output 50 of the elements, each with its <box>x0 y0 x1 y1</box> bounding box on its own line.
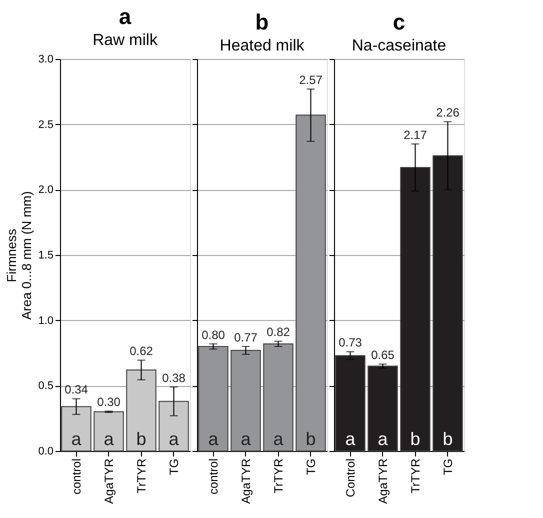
chart-subtitle: Heated milk <box>220 38 306 54</box>
x-tick-label: TrTYR <box>271 458 286 494</box>
annotation: a <box>168 429 180 449</box>
x-tick-label: AgaTYR <box>376 458 390 504</box>
annotation: b <box>306 429 316 449</box>
y-tick-label: 1.5 <box>38 250 54 262</box>
data-label: 0.34 <box>64 382 88 397</box>
x-tick-label: TG <box>304 458 318 476</box>
chart-subtitle: Raw milk <box>92 32 158 49</box>
chart-title: b <box>255 10 269 34</box>
data-label: 0.65 <box>371 348 395 362</box>
data-label: 0.30 <box>97 395 121 410</box>
data-label: 0.38 <box>162 370 186 385</box>
y-tick-label: 2.5 <box>38 118 54 131</box>
chart-title: c <box>392 10 406 34</box>
x-tick-label: control <box>69 458 84 495</box>
y-tick-label: 0.0 <box>38 446 54 458</box>
data-label: 0.80 <box>202 328 226 342</box>
y-tick-label: 1.0 <box>38 314 54 327</box>
x-tick-label: TG <box>166 458 181 476</box>
annotation: a <box>378 429 389 449</box>
annotation: a <box>208 429 220 449</box>
data-label: 0.73 <box>338 336 362 350</box>
y-tick-label: 0.5 <box>38 380 54 392</box>
x-tick-label: TG <box>440 458 455 476</box>
chart-title: a <box>118 4 132 29</box>
x-tick-label: AgaTYR <box>238 458 253 504</box>
annotation: b <box>136 429 146 449</box>
y-axis-title: Firmness Area 0...8 mm (N mm) <box>4 191 34 320</box>
annotation: a <box>345 429 356 449</box>
data-label: 2.17 <box>404 128 428 142</box>
data-label: 2.26 <box>436 106 460 120</box>
data-label: 0.62 <box>130 344 154 358</box>
x-tick-label: TrTYR <box>408 458 422 494</box>
annotation: b <box>442 429 453 449</box>
y-tick-label: 2.0 <box>38 184 54 196</box>
annotation: b <box>410 429 420 449</box>
annotation: a <box>240 429 252 449</box>
annotation: a <box>71 429 82 449</box>
chart-subtitle: Na-caseinate <box>352 38 446 54</box>
x-tick-label: Control <box>343 458 358 498</box>
x-tick-label: TrTYR <box>134 458 148 494</box>
y-tick-label: 3.0 <box>38 54 54 66</box>
data-label: 2.57 <box>299 73 323 88</box>
data-label: 0.77 <box>234 330 258 344</box>
annotation: a <box>273 429 284 449</box>
data-label: 0.82 <box>266 325 290 340</box>
x-tick-label: control <box>206 458 220 495</box>
annotation: a <box>104 429 115 449</box>
x-tick-label: AgaTYR <box>102 458 116 504</box>
